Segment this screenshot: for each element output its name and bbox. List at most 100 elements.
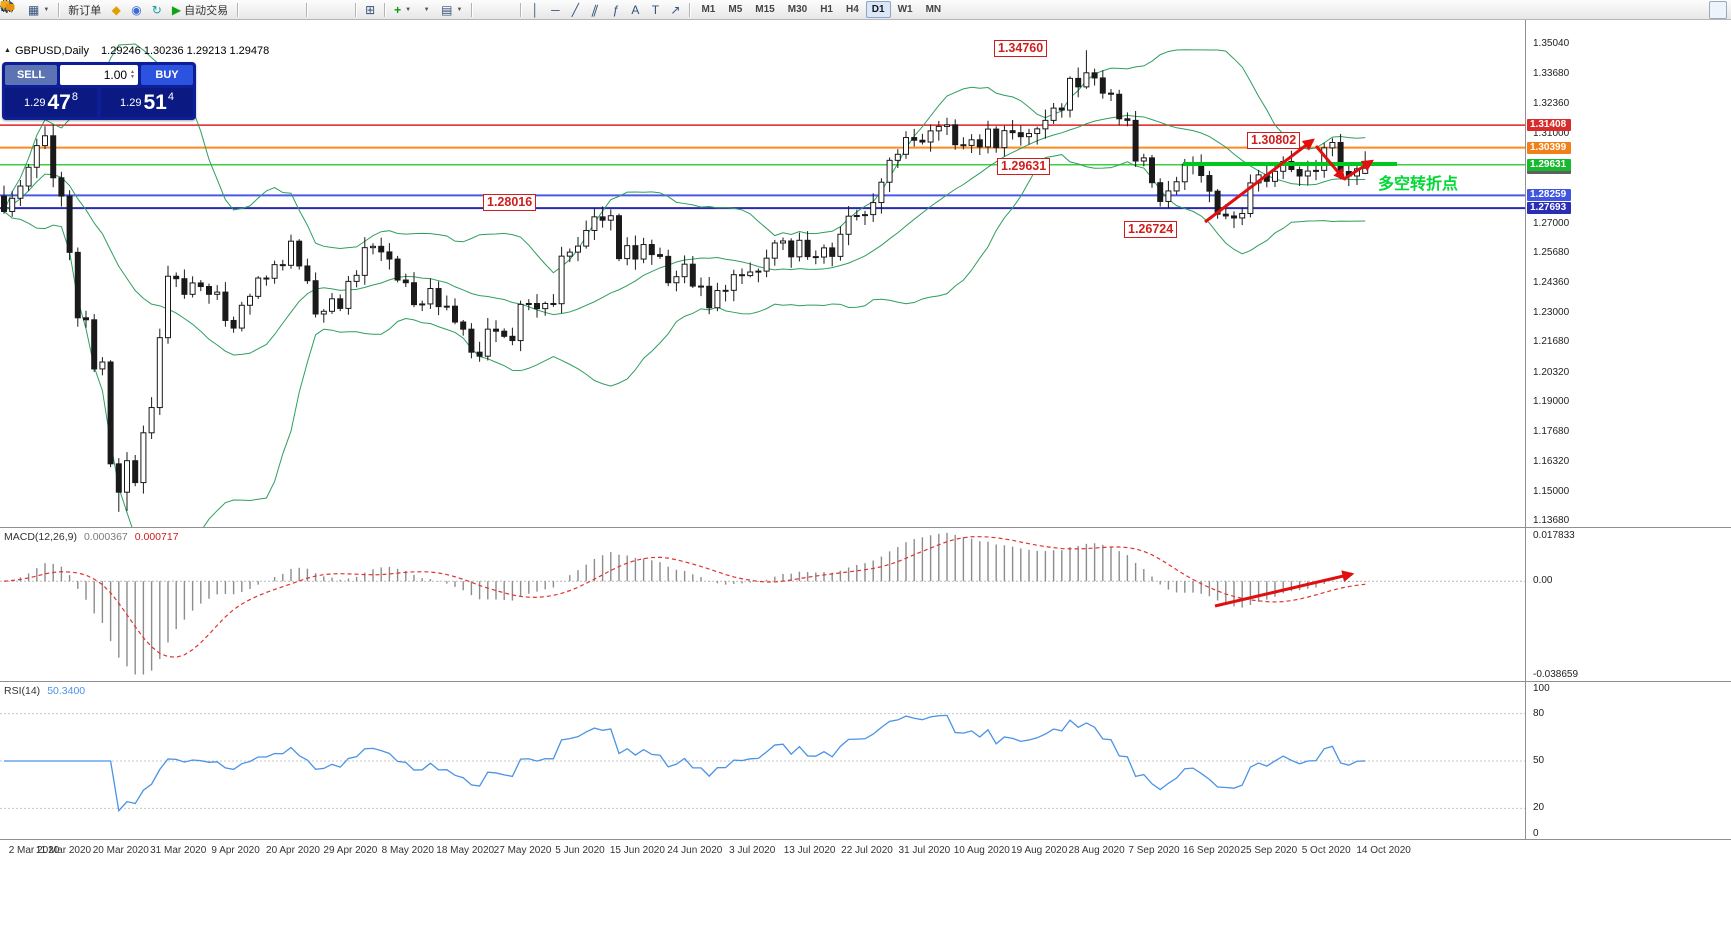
chart-profiles-button[interactable]: ▦ ▼ <box>24 1 53 19</box>
buy-price[interactable]: 1.29 51 4 <box>101 88 193 117</box>
rsi-scale-label: 20 <box>1533 802 1545 814</box>
tf-button-M5[interactable]: M5 <box>728 4 743 15</box>
trend-arrow-2[interactable] <box>1314 145 1346 181</box>
horizontal-line-tool[interactable]: ─ <box>546 1 564 19</box>
chat-icon <box>0 1 15 13</box>
community-chat-button[interactable] <box>0 0 1727 19</box>
vertical-line-icon: │ <box>531 2 540 17</box>
time-axis[interactable]: 2 Mar 2020 11 Mar 2020 20 Mar 2020 31 Mar 2… <box>0 840 1525 860</box>
price-scale-label: 1.21680 <box>1533 336 1570 348</box>
vertical-line-tool[interactable]: │ <box>526 1 544 19</box>
panel-collapse-icon[interactable]: ▲ <box>4 47 11 54</box>
buy-button[interactable]: BUY <box>141 65 193 85</box>
price-annotation-1.30802[interactable]: 1.30802 <box>1247 132 1301 149</box>
rsi-indicator-panel[interactable]: RSI(14) 50.3400 <box>0 682 1525 840</box>
axis-border <box>1525 20 1526 840</box>
time-axis-label: 24 Jun 2020 <box>667 845 723 856</box>
bar-chart-button[interactable] <box>1 1 261 19</box>
line-chart-button[interactable] <box>0 1 301 19</box>
indicators-add-icon: + <box>394 2 402 17</box>
time-axis-label: 10 Aug 2020 <box>953 845 1010 856</box>
toolbar-separator <box>355 2 357 17</box>
volume-input[interactable]: 1.00 ▲ ▼ <box>60 65 138 85</box>
rsi-scale-label: 0 <box>1533 828 1539 839</box>
experts-button[interactable]: ◆ <box>107 1 125 19</box>
sell-price-prefix: 1.29 <box>24 96 46 109</box>
sell-button[interactable]: SELL <box>5 65 57 85</box>
price-scale-label: 1.27000 <box>1533 217 1570 229</box>
tf-button-H4[interactable]: H4 <box>845 4 859 15</box>
price-annotation-1.26724[interactable]: 1.26724 <box>1124 221 1178 238</box>
sell-price-pip: 8 <box>71 90 78 103</box>
tf-button-M15[interactable]: M15 <box>755 4 775 15</box>
timeframe-toolbar: M1 M5 M15 M30 H1 H4 D1 W1 MN <box>695 1 947 18</box>
fibonacci-tool[interactable]: ƒ <box>606 1 624 19</box>
time-axis-label: 20 Mar 2020 <box>92 845 149 856</box>
indicators-button[interactable]: + ▼ <box>390 1 415 19</box>
price-scale-label: 1.32360 <box>1533 97 1570 109</box>
arrows-icon: ↗ <box>670 2 681 17</box>
zoom-in-button[interactable] <box>1 1 330 19</box>
trend-arrow-3[interactable] <box>1343 159 1375 181</box>
price-scale-label: 1.25680 <box>1533 247 1570 259</box>
crosshair-button[interactable] <box>0 0 515 19</box>
macd-name: MACD(12,26,9) <box>4 531 77 543</box>
stepper-up-icon[interactable]: ▲ <box>130 69 135 75</box>
time-axis-label: 7 Sep 2020 <box>1128 845 1180 856</box>
tf-button-D1[interactable]: D1 <box>865 1 891 18</box>
channel-tool[interactable]: ∥ <box>586 1 604 19</box>
macd-trend-arrow[interactable] <box>1214 570 1355 608</box>
chevron-down-icon: ▼ <box>43 6 50 13</box>
stepper-down-icon[interactable]: ▼ <box>130 74 135 80</box>
time-axis-label: 3 Jul 2020 <box>729 845 776 856</box>
horizontal-line-icon: ─ <box>551 2 560 17</box>
tf-button-W1[interactable]: W1 <box>897 4 913 15</box>
tf-button-M30[interactable]: M30 <box>787 4 808 15</box>
text-label-tool[interactable]: T <box>646 1 664 19</box>
price-scale-label: 1.33680 <box>1533 68 1570 80</box>
trend-arrow-1[interactable] <box>1204 138 1315 224</box>
arrows-tool[interactable]: ↗ <box>666 1 684 19</box>
rsi-value: 50.3400 <box>47 685 86 697</box>
tf-button-MN[interactable]: MN <box>925 4 942 15</box>
price-chart-panel[interactable]: 1.34760 1.30802 1.29631 1.28016 1.26724 多空转折点… <box>0 20 1525 528</box>
macd-scale-max: 0.017833 <box>1533 530 1575 541</box>
channel-icon: ∥ <box>590 2 601 17</box>
price-scale-label: 1.17680 <box>1533 425 1570 437</box>
bull-bear-turning-point-note[interactable]: 多空转折点 <box>1378 176 1459 193</box>
text-tool[interactable]: A <box>626 1 644 19</box>
autotrading-button[interactable]: ▶ 自动交易 <box>168 1 232 19</box>
price-annotation-1.28016[interactable]: 1.28016 <box>483 194 537 211</box>
periods-dropdown-button[interactable]: ▼ <box>0 0 435 19</box>
cursor-button[interactable] <box>2 1 495 19</box>
text-icon: A <box>631 2 640 17</box>
tf-button-M1[interactable]: M1 <box>701 4 716 15</box>
macd-indicator-label: MACD(12,26,9) 0.000367 0.000717 <box>4 531 179 543</box>
price-annotation-1.29631[interactable]: 1.29631 <box>997 158 1051 175</box>
panel-splitter[interactable] <box>0 527 1731 528</box>
tf-button-H1[interactable]: H1 <box>820 4 833 15</box>
time-axis-label: 8 May 2020 <box>381 845 434 856</box>
candlestick-chart-button[interactable] <box>1 0 281 19</box>
price-scale-label: 1.31000 <box>1533 128 1570 140</box>
macd-indicator-panel[interactable]: MACD(12,26,9) 0.000367 0.000717 <box>0 528 1525 682</box>
sell-price[interactable]: 1.29 47 8 <box>5 88 97 117</box>
ohlc-values: 1.29246 1.30236 1.29213 1.29478 <box>101 45 270 57</box>
zoom-out-button[interactable] <box>1 1 350 19</box>
time-axis-label: 9 Apr 2020 <box>211 845 260 856</box>
tile-windows-button[interactable]: ⊞ <box>361 1 379 19</box>
price-axis[interactable]: 1.350401.336801.323601.310001.296801.283… <box>1525 20 1731 860</box>
trendline-tool[interactable]: ╱ <box>566 1 584 19</box>
panel-splitter[interactable] <box>0 681 1731 682</box>
price-annotation-1.34760[interactable]: 1.34760 <box>994 40 1048 57</box>
toolbar-separator <box>520 2 522 17</box>
search-button[interactable] <box>0 0 1707 19</box>
templates-dropdown-button[interactable]: ▤ ▼ <box>437 1 466 19</box>
volume-steppers[interactable]: ▲ ▼ <box>130 70 135 80</box>
macd-scale-min: -0.038659 <box>1533 669 1579 680</box>
market-button[interactable]: ◉ <box>127 1 145 19</box>
toolbar-separator <box>471 2 473 17</box>
volume-value: 1.00 <box>103 68 128 82</box>
scripts-button[interactable]: ↻ <box>148 1 166 19</box>
new-order-button[interactable]: 新订单 <box>0 1 105 19</box>
